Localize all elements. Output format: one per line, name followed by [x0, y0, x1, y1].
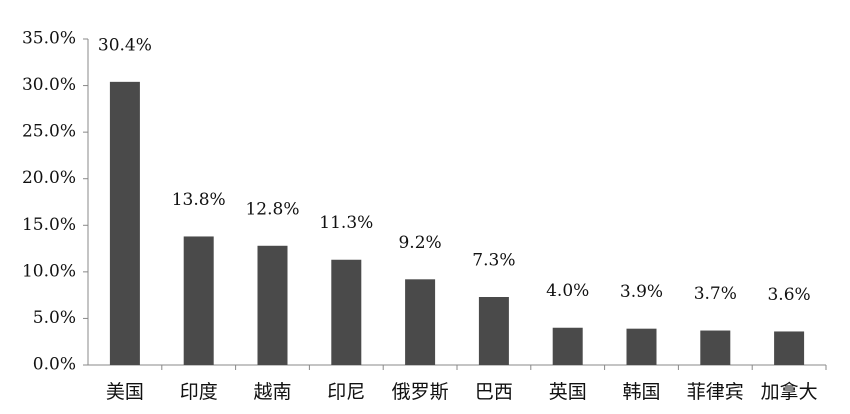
bar	[331, 259, 362, 365]
x-tick-label: 加拿大	[761, 380, 818, 403]
value-label: 30.4%	[98, 35, 152, 55]
value-label: 3.6%	[767, 285, 810, 305]
value-label: 12.8%	[245, 199, 299, 219]
bar	[626, 328, 657, 365]
value-label: 11.3%	[319, 213, 373, 233]
x-tick-label: 巴西	[475, 381, 513, 403]
bar	[478, 297, 509, 365]
x-tick-label: 菲律宾	[687, 381, 744, 403]
x-tick-label: 美国	[106, 381, 144, 403]
y-tick-label: 5.0%	[33, 308, 76, 328]
y-tick-label: 25.0%	[22, 122, 76, 142]
y-tick-label: 10.0%	[22, 261, 76, 281]
value-label: 3.9%	[620, 282, 663, 302]
y-tick-label: 20.0%	[22, 168, 76, 188]
value-label: 4.0%	[546, 281, 589, 301]
value-label: 3.7%	[694, 284, 737, 304]
value-label: 9.2%	[398, 233, 441, 253]
bar	[257, 245, 288, 365]
y-tick-label: 0.0%	[33, 355, 76, 375]
y-tick-label: 30.0%	[22, 75, 76, 95]
x-tick-label: 韩国	[622, 381, 660, 403]
x-tick-label: 印度	[180, 381, 218, 403]
bar	[109, 81, 140, 366]
value-label: 7.3%	[472, 251, 515, 271]
x-tick-label: 越南	[253, 381, 291, 403]
bar	[183, 236, 214, 365]
bar	[405, 279, 436, 365]
value-label: 13.8%	[172, 190, 226, 210]
x-tick-label: 印尼	[327, 381, 365, 403]
y-tick-label: 15.0%	[22, 215, 76, 235]
y-tick-label: 35.0%	[22, 29, 76, 49]
bar	[552, 327, 583, 365]
bar	[700, 330, 731, 365]
x-tick-label: 俄罗斯	[392, 381, 449, 403]
bar	[774, 331, 805, 365]
x-tick-label: 英国	[549, 381, 587, 403]
